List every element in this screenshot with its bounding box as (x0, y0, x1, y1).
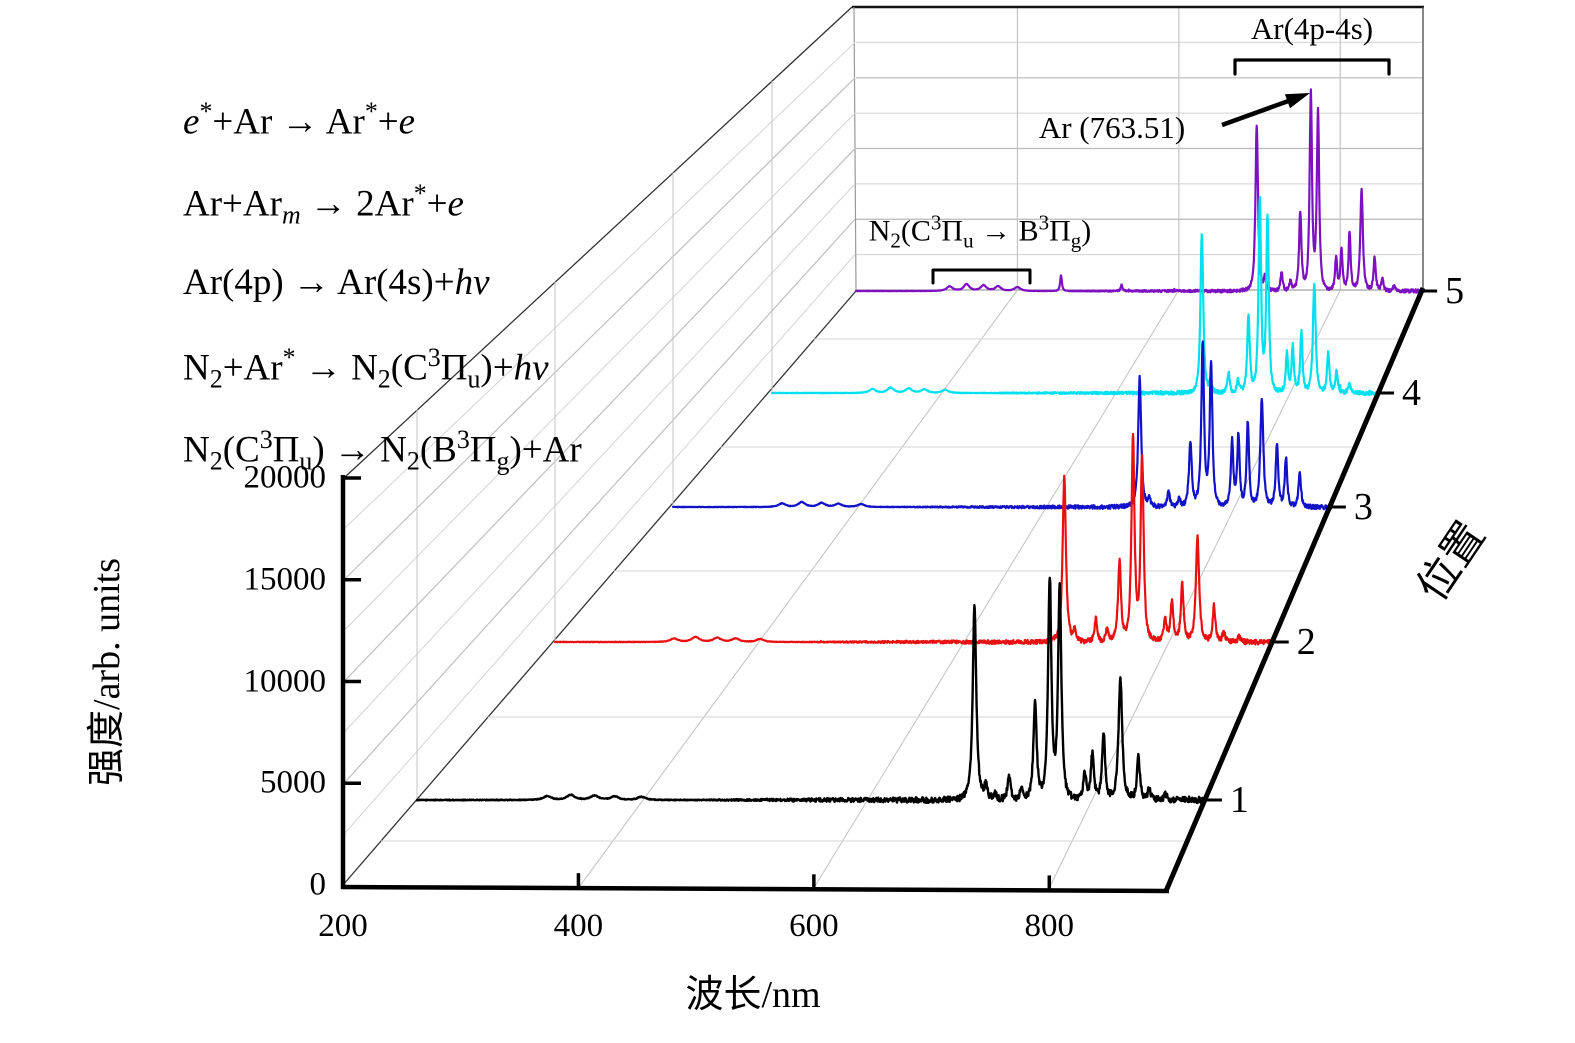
wavelength-axis-label: 波长/nm (685, 974, 821, 1016)
leftwall-zgrid (343, 218, 856, 784)
reaction-equation-2: Ar+Arm → 2Ar*+e (183, 179, 464, 230)
position-axis (1163, 287, 1426, 892)
spectrum-position-1 (415, 576, 1205, 805)
leftwall-top-edge (344, 6, 853, 478)
reaction-equation-3: Ar(4p) → Ar(4s)+hv (183, 262, 490, 303)
floor-wavelength-grid (813, 289, 1180, 889)
wavelength-tick-label: 200 (318, 908, 368, 944)
spectrum-position-3 (671, 340, 1333, 511)
leftwall-zgrid (343, 42, 856, 530)
position-tick-label: 2 (1296, 621, 1316, 663)
intensity-tick-label: 10000 (243, 663, 327, 699)
wavelength-tick-label: 400 (553, 908, 604, 944)
n2-band-bracket (931, 268, 1032, 285)
leftwall-zgrid (343, 183, 856, 733)
leftwall-zgrid (343, 77, 856, 581)
reaction-equation-5: N2(C3Πu) → N2(B3Πg)+Ar (183, 425, 582, 476)
position-tick-label: 4 (1402, 372, 1422, 414)
position-tick-label: 3 (1353, 486, 1373, 528)
intensity-tick-label: 0 (309, 866, 327, 903)
spectrum-position-2 (553, 432, 1275, 646)
ar-band-bracket (1233, 58, 1391, 76)
reaction-equation-4: N2+Ar* → N2(C3Πu)+hv (183, 343, 549, 394)
ar-763-arrow-shaft (1221, 96, 1295, 128)
intensity-tick-label: 5000 (260, 764, 326, 801)
position-tick-label: 5 (1445, 270, 1465, 312)
n2-band-annotation: N2(C3Πu → B3Πg) (868, 210, 1092, 253)
intensity-tick-label: 20000 (243, 459, 327, 496)
floor-left-edge (342, 290, 857, 886)
wavelength-tick-label: 600 (789, 908, 839, 944)
leftwall-zgrid (343, 148, 856, 682)
intensity-tick-label: 15000 (243, 561, 327, 598)
leftwall-zgrid (343, 254, 856, 835)
spectrum-position-5 (854, 88, 1423, 294)
ar-band-annotation: Ar(4p-4s) (1250, 11, 1374, 46)
reaction-equation-1: e*+Ar → Ar*+e (183, 97, 416, 143)
intensity-axis-label: 强度/arb. units (86, 558, 128, 786)
wavelength-axis (340, 884, 1170, 894)
leftwall-zgrid (343, 112, 856, 631)
wavelength-tick-label: 800 (1024, 908, 1075, 944)
ar-763-arrow-head (1284, 93, 1310, 109)
ar-763-annotation: Ar (763.51) (1038, 110, 1186, 145)
position-tick-label: 1 (1229, 779, 1249, 821)
spectrum-position-4 (770, 196, 1380, 397)
